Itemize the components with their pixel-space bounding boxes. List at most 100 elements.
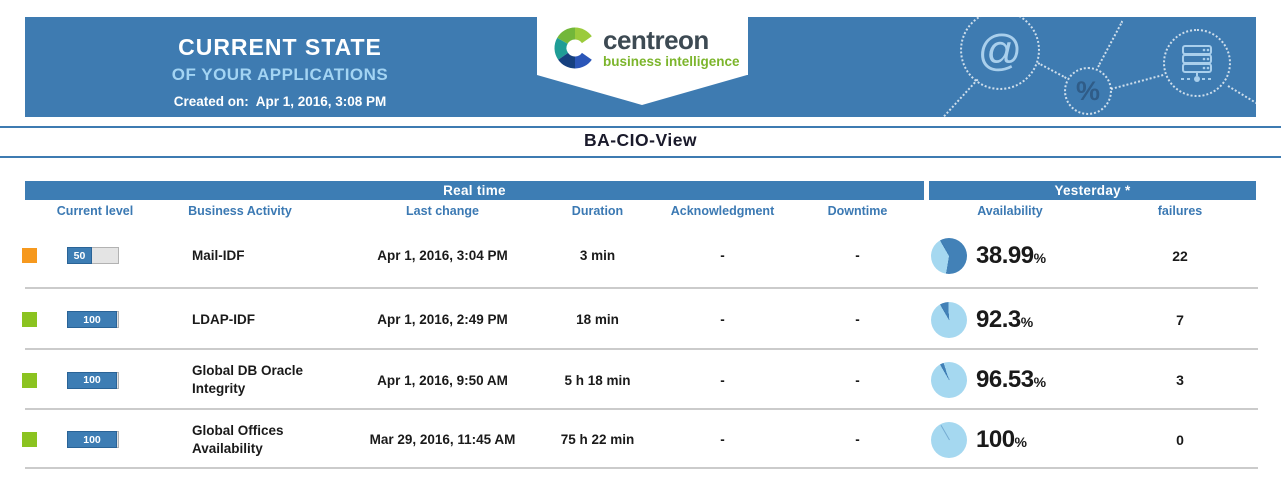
level-fill: 100 xyxy=(67,371,117,389)
status-square xyxy=(22,432,37,447)
duration-cell: 3 min xyxy=(579,248,616,263)
header-banner: @ % xyxy=(25,17,1256,117)
column-header-last-change: Last change xyxy=(406,204,479,218)
status-cell xyxy=(22,222,38,289)
availability-pie xyxy=(931,362,967,398)
level-bar: 100 xyxy=(67,371,119,389)
acknowledgment-cell: - xyxy=(720,248,725,263)
page-title: BA-CIO-View xyxy=(583,130,698,150)
level-value: 50 xyxy=(73,249,86,262)
divider-line-top xyxy=(0,126,1281,128)
downtime-cell: - xyxy=(855,248,860,263)
divider-line-bottom xyxy=(0,156,1281,158)
centreon-logo-icon xyxy=(554,27,592,69)
downtime-cell: - xyxy=(855,432,860,447)
logo-wordmark: centreon business intelligence xyxy=(603,27,740,69)
banner-text-block: CURRENT STATE OF YOUR APPLICATIONS Creat… xyxy=(125,17,435,109)
duration-cell: 75 h 22 min xyxy=(560,432,635,447)
level-bar: 100 xyxy=(67,431,119,448)
availability-pie-cell xyxy=(931,222,967,289)
failures-cell: 22 xyxy=(1172,247,1188,264)
current-level-cell: 100 xyxy=(67,350,119,410)
logo-badge: centreon business intelligence xyxy=(537,17,748,105)
status-cell xyxy=(22,410,38,469)
availability-pie xyxy=(931,421,967,458)
business-activity-cell: LDAP-IDF xyxy=(192,311,255,327)
column-header-business-activity: Business Activity xyxy=(188,204,292,218)
created-on: Created on: Apr 1, 2016, 3:08 PM xyxy=(125,94,435,109)
percent-glyph: % xyxy=(1075,75,1100,106)
table-row: 100 Global DB Oracle Integrity Apr 1, 20… xyxy=(0,350,1281,410)
current-level-cell: 100 xyxy=(67,289,119,350)
dotted-line xyxy=(1037,62,1067,79)
availability-pie xyxy=(931,301,967,338)
status-square xyxy=(22,312,37,327)
availability-unit: % xyxy=(1020,313,1034,330)
availability-cell: 100% xyxy=(976,410,1111,469)
availability-value: 92.3 xyxy=(976,305,1021,333)
failures-cell: 0 xyxy=(1176,431,1184,448)
table-row: 50 Mail-IDF Apr 1, 2016, 3:04 PM 3 min -… xyxy=(0,222,1281,289)
level-value: 100 xyxy=(83,313,101,326)
availability-pie xyxy=(931,237,967,274)
last-change-cell: Apr 1, 2016, 2:49 PM xyxy=(377,312,508,327)
availability-pie-cell xyxy=(931,410,967,469)
section-header-realtime: Real time xyxy=(25,181,924,200)
status-cell xyxy=(22,350,38,410)
acknowledgment-cell: - xyxy=(720,312,725,327)
server-glyph xyxy=(1181,45,1213,82)
dotted-line xyxy=(1227,85,1256,115)
banner-title: CURRENT STATE xyxy=(178,34,382,60)
column-header-failures: failures xyxy=(1157,204,1203,218)
acknowledgment-cell: - xyxy=(720,432,725,447)
last-change-cell: Apr 1, 2016, 3:04 PM xyxy=(377,248,508,263)
downtime-cell: - xyxy=(855,372,860,388)
availability-unit: % xyxy=(1033,374,1047,390)
availability-value: 96.53 xyxy=(976,366,1034,393)
created-on-label: Created on: xyxy=(173,94,249,109)
availability-cell: 96.53% xyxy=(976,350,1111,410)
row-separator xyxy=(25,408,1258,410)
percent-icon: % xyxy=(1064,67,1112,115)
availability-value: 100 xyxy=(976,425,1015,453)
current-level-cell: 100 xyxy=(67,410,119,469)
dotted-line xyxy=(937,78,979,117)
banner-subtitle: OF YOUR APPLICATIONS xyxy=(171,65,389,84)
business-activity-cell: Mail-IDF xyxy=(192,247,245,263)
current-level-cell: 50 xyxy=(67,222,119,289)
logo-tagline: business intelligence xyxy=(603,54,740,69)
last-change-cell: Mar 29, 2016, 11:45 AM xyxy=(369,432,516,447)
level-bar: 50 xyxy=(67,247,119,264)
section-header-yesterday: Yesterday * xyxy=(929,181,1256,200)
pie-start-mark xyxy=(940,365,950,381)
column-header-current-level: Current level xyxy=(56,204,134,218)
acknowledgment-cell: - xyxy=(720,372,725,388)
dotted-line xyxy=(1097,20,1124,68)
column-header-downtime: Downtime xyxy=(827,204,888,218)
status-square xyxy=(22,248,37,263)
column-header-acknowledgment: Acknowledgment xyxy=(670,204,775,218)
logo-name: centreon xyxy=(603,25,709,55)
availability-cell: 38.99% xyxy=(976,222,1111,289)
column-header-availability: Availability xyxy=(977,204,1043,218)
failures-cell: 7 xyxy=(1176,311,1184,328)
row-separator xyxy=(25,287,1258,289)
failures-cell: 3 xyxy=(1176,372,1184,388)
row-separator xyxy=(25,348,1258,350)
table-row: 100 LDAP-IDF Apr 1, 2016, 2:49 PM 18 min… xyxy=(0,289,1281,350)
at-icon: @ xyxy=(960,17,1040,90)
table-row: 100 Global Offices Availability Mar 29, … xyxy=(0,410,1281,469)
level-value: 100 xyxy=(83,374,101,386)
pie-start-mark xyxy=(940,424,950,440)
level-value: 100 xyxy=(83,433,101,446)
level-fill: 100 xyxy=(67,431,117,448)
duration-cell: 18 min xyxy=(576,312,619,327)
created-on-value: Apr 1, 2016, 3:08 PM xyxy=(255,94,387,109)
availability-pie-cell xyxy=(931,350,967,410)
business-activity-cell: Global DB Oracle Integrity xyxy=(192,363,304,396)
level-fill: 100 xyxy=(67,311,117,328)
business-activity-cell: Global Offices Availability xyxy=(192,422,284,456)
dotted-line xyxy=(1110,74,1164,90)
level-bar: 100 xyxy=(67,311,119,328)
